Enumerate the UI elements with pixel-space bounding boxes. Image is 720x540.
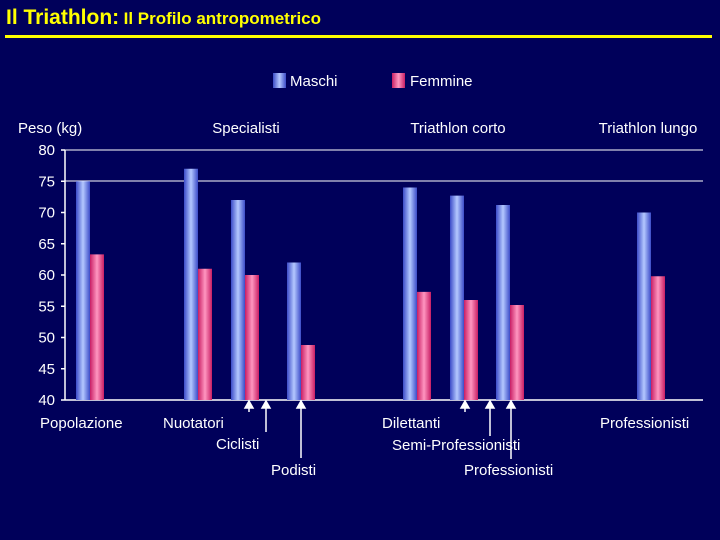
bar-male (637, 212, 651, 400)
bar-male (403, 187, 417, 400)
category-label-dilettanti: Dilettanti (382, 415, 440, 432)
y-tick-label: 40 (38, 392, 55, 409)
legend-label-male: Maschi (290, 73, 338, 90)
bar-male (450, 195, 464, 400)
y-tick-label: 80 (38, 142, 55, 159)
legend: Maschi Femmine (273, 73, 473, 90)
bar-female (245, 275, 259, 400)
bar-male (76, 181, 90, 400)
bar-male (496, 205, 510, 400)
title-main: Il Triathlon: (6, 6, 120, 29)
pointer-podisti-head (295, 399, 307, 409)
bar-female (464, 300, 478, 400)
y-tick-label: 55 (38, 298, 55, 315)
bar-female (651, 276, 665, 400)
y-tick-label: 70 (38, 205, 55, 222)
bar-male (231, 200, 245, 400)
category-label-ciclisti: Ciclisti (216, 436, 259, 453)
y-tick-label: 45 (38, 361, 55, 378)
category-label-podisti: Podisti (271, 462, 316, 479)
pointer-professionisti-head (505, 399, 517, 409)
bar-female (417, 291, 431, 400)
category-label-professionisti-lungo: Professionisti (600, 415, 689, 432)
pointer-nuotatori-head (243, 399, 255, 409)
legend-label-female: Femmine (410, 73, 473, 90)
category-label-professionisti-corto: Professionisti (464, 462, 553, 479)
pointer-dilettanti-head (459, 399, 471, 409)
y-tick-label: 50 (38, 330, 55, 347)
title-sub: Il Profilo antropometrico (123, 9, 322, 28)
bar-male (287, 262, 301, 400)
pointer-ciclisti-head (260, 399, 272, 409)
legend-swatch-female (392, 73, 405, 88)
y-tick-label: 75 (38, 173, 55, 190)
group-header-specialisti: Specialisti (212, 120, 280, 137)
category-pointers (243, 399, 517, 459)
group-header-triathlon-corto: Triathlon corto (410, 120, 505, 137)
y-tick-label: 65 (38, 236, 55, 253)
legend-swatch-male (273, 73, 286, 88)
category-label-nuotatori: Nuotatori (163, 415, 224, 432)
bar-male (184, 168, 198, 400)
slide-title: Il Triathlon: Il Profilo antropometrico (6, 6, 321, 30)
bar-female (510, 305, 524, 400)
bar-female (198, 268, 212, 400)
bar-female (301, 345, 315, 400)
group-header-triathlon-lungo: Triathlon lungo (599, 120, 698, 137)
title-underline (5, 35, 712, 38)
bar-female (90, 254, 104, 400)
y-tick-label: 60 (38, 267, 55, 284)
category-label-semi-professionisti: Semi-Professionisti (392, 437, 520, 454)
category-label-popolazione: Popolazione (40, 415, 123, 432)
pointer-semi-professionisti-head (484, 399, 496, 409)
y-axis-label: Peso (kg) (18, 120, 82, 137)
